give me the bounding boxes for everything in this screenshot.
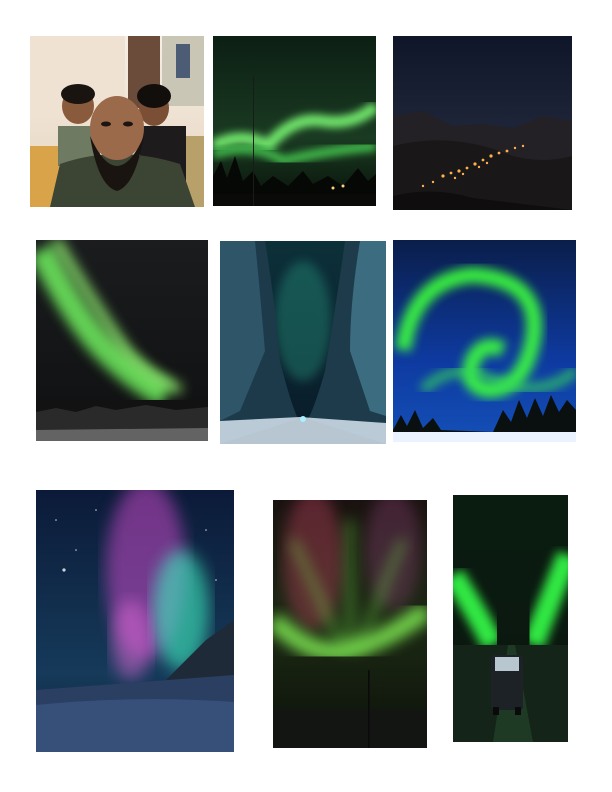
aurora-corona-pole-image — [273, 500, 427, 748]
aurora-swirl-winter-forest-image — [393, 240, 576, 442]
photo-pink-green-aurora-snow — [36, 490, 234, 752]
aurora-over-hills-image — [36, 240, 208, 441]
photo-aurora-canyon-cliffs — [220, 241, 386, 444]
photo-aurora-over-trees — [213, 36, 376, 206]
photo-aurora-over-hills — [36, 240, 208, 441]
aurora-over-trees-image — [213, 36, 376, 206]
photo-aurora-corona-pole — [273, 500, 427, 748]
photo-night-valley-town — [393, 36, 572, 210]
family-selfie-image — [30, 36, 204, 207]
aurora-canyon-cliffs-image — [220, 241, 386, 444]
aurora-above-car-image — [453, 495, 568, 742]
pink-green-aurora-snow-image — [36, 490, 234, 752]
photo-family-selfie — [30, 36, 204, 207]
photo-aurora-swirl-winter-forest — [393, 240, 576, 442]
night-valley-town-image — [393, 36, 572, 210]
photo-aurora-above-car — [453, 495, 568, 742]
